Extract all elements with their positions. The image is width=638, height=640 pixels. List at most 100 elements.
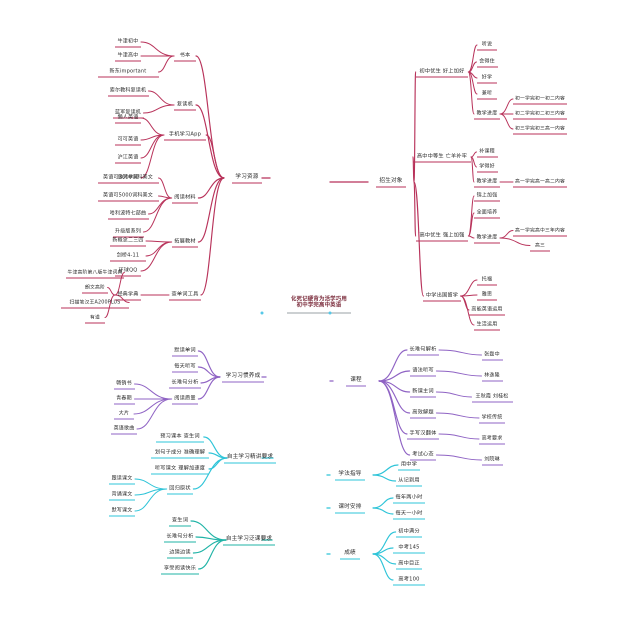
node-targets-0-4-1: 初二学完初二初三内容 — [515, 111, 565, 117]
node-underline — [477, 284, 497, 286]
node-underline — [65, 277, 125, 278]
node-underline — [530, 250, 550, 251]
node-underline — [112, 236, 144, 238]
node-underline — [166, 557, 194, 559]
node-underline — [413, 161, 471, 163]
branch-targets: 招生对象 — [379, 178, 403, 185]
node-underline — [151, 473, 209, 475]
node-underline — [334, 479, 366, 481]
node-resources-3-2: 哈利波特七部曲 — [109, 210, 147, 217]
node-targets-3-2: 高能英语运用 — [471, 306, 503, 313]
node-self-study-intensive-3-2: 默写课文 — [111, 507, 133, 514]
node-resources-5-0: 经典学典 — [117, 291, 139, 298]
node-resources-2: 手机学习App — [168, 131, 202, 138]
node-underline — [395, 485, 423, 487]
node-underline — [161, 573, 199, 575]
node-resources-3-3: 升级版系列 — [114, 228, 142, 235]
node-underline — [409, 459, 437, 461]
branch-self-study-intensive: 自主学习精讲要求 — [226, 454, 274, 461]
node-courses-0-0: 张磊中 — [484, 351, 500, 358]
node-underline — [174, 60, 196, 62]
node-underline — [151, 457, 209, 459]
node-underline — [409, 396, 437, 398]
branch-hours: 课时安排 — [338, 504, 362, 511]
node-resources-0-1: 牛津高中 — [117, 52, 139, 59]
node-underline — [113, 403, 135, 405]
node-targets-1-2: 教学进度 — [476, 178, 498, 185]
node-underline — [395, 536, 423, 538]
node-courses-5: 考试心态 — [412, 451, 434, 458]
node-underline — [115, 299, 141, 301]
node-underline — [393, 518, 425, 520]
node-underline — [115, 275, 141, 277]
node-underline — [474, 200, 500, 202]
node-underline — [481, 464, 503, 466]
node-underline — [85, 322, 105, 323]
node-underline — [474, 186, 500, 188]
node-resources-4: 拓展教材 — [174, 238, 196, 245]
spine-junction — [260, 311, 264, 315]
node-underline — [169, 387, 201, 389]
center-underline — [287, 312, 351, 314]
node-courses-4-0: 高考要求 — [481, 435, 503, 442]
node-underline — [340, 558, 360, 560]
branch-courses: 课程 — [350, 377, 362, 384]
node-underline — [398, 469, 420, 471]
node-underline — [415, 76, 469, 78]
node-underline — [115, 144, 141, 146]
node-resources-2-2: 沪江英语 — [117, 154, 139, 161]
node-underline — [110, 260, 146, 262]
node-targets-0-3: 兼听 — [481, 90, 493, 97]
node-underline — [479, 443, 505, 445]
node-self-study-intensive-2: 听写课文 理解加速度 — [154, 465, 206, 472]
node-resources-0: 书本 — [179, 52, 191, 59]
node-habits-3-2: 大片 — [118, 410, 130, 417]
node-underline — [481, 359, 503, 361]
node-results-3: 高考100 — [398, 576, 420, 583]
node-self-study-reading-0: 查生词 — [171, 517, 189, 524]
node-underline — [97, 200, 159, 202]
node-underline — [375, 186, 407, 188]
node-resources-3: 阅读材料 — [174, 194, 196, 201]
node-underline — [346, 385, 366, 387]
node-underline — [222, 381, 264, 383]
node-underline — [481, 380, 503, 382]
node-underline — [114, 418, 134, 420]
node-underline — [166, 493, 194, 495]
node-underline — [222, 544, 276, 546]
node-courses-5-0: 刘院琳 — [484, 456, 500, 463]
node-underline — [60, 307, 130, 308]
node-underline — [393, 552, 425, 554]
node-underline — [156, 441, 204, 443]
node-resources-0-0: 牛津初中 — [117, 38, 139, 45]
node-underline — [111, 433, 137, 435]
node-targets-0-4-0: 初一学完初一初二内容 — [515, 96, 565, 102]
node-self-study-intensive-3-1: 背诵课文 — [111, 491, 133, 498]
node-underline — [409, 375, 437, 377]
branch-resources: 学习资源 — [235, 174, 259, 181]
node-underline — [115, 162, 141, 164]
branch-schedule: 学法指导 — [338, 471, 362, 478]
node-resources-2-3: 扇贝单词 — [117, 174, 139, 181]
node-resources-1-1: 蓝军复读机 — [114, 109, 142, 116]
node-underline — [513, 103, 567, 105]
node-underline — [479, 422, 505, 424]
node-targets-2: 高中优生 强上加强 — [419, 232, 465, 239]
node-underline — [169, 299, 201, 301]
node-results-1: 中考145 — [398, 544, 420, 551]
node-underline — [171, 371, 199, 373]
node-underline — [476, 171, 498, 173]
node-targets-3-1: 雅思 — [481, 291, 493, 298]
node-resources-1-0: 索尔教科复读机 — [109, 87, 147, 94]
node-targets-0-4: 教学进度 — [476, 110, 498, 117]
node-underline — [474, 242, 500, 244]
node-underline — [109, 515, 135, 517]
node-underline — [109, 483, 135, 485]
node-underline — [393, 584, 425, 586]
node-underline — [477, 299, 497, 301]
node-courses-2: 新课主词 — [412, 388, 434, 395]
node-underline — [513, 118, 567, 120]
node-schedule-1: 从记到用 — [398, 477, 420, 484]
node-resources-4-2: 环球QQ — [118, 267, 138, 274]
node-targets-2-0: 锦上加强 — [476, 192, 498, 199]
